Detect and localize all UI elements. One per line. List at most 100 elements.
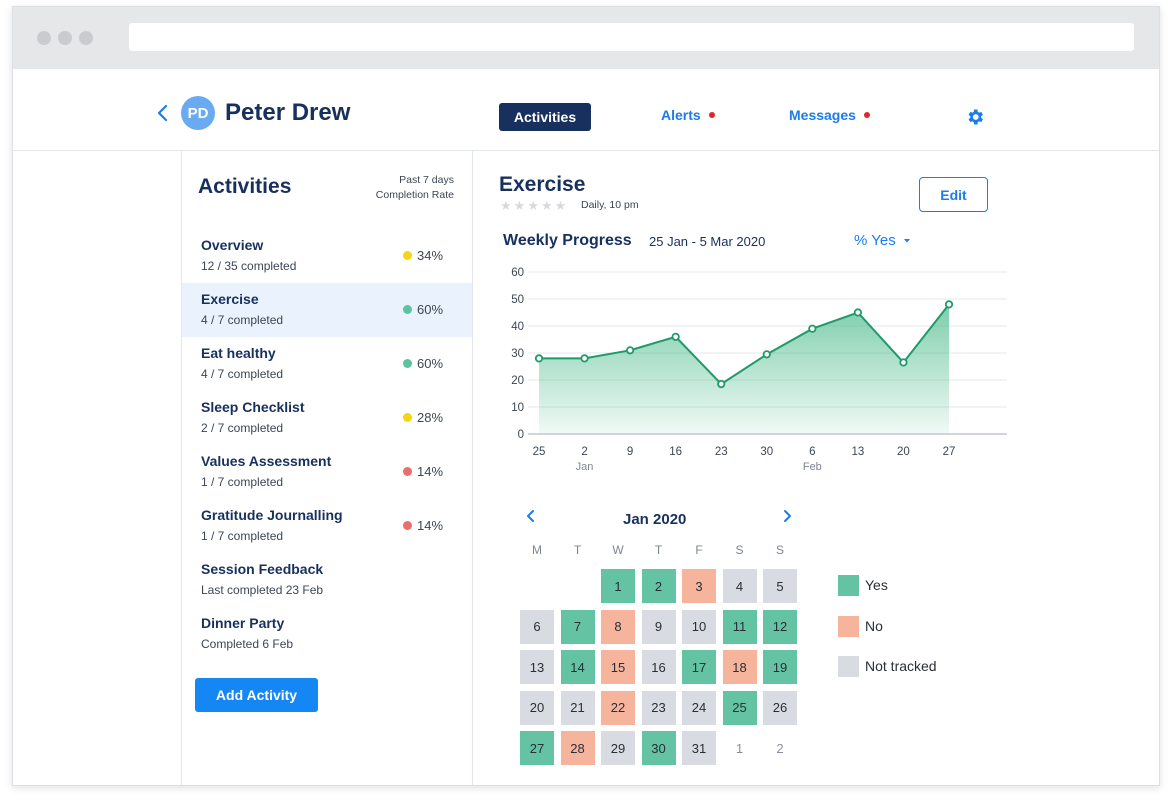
calendar-day[interactable]: 7 [560,609,595,644]
y-tick-label: 0 [518,429,524,441]
activities-title: Activities [198,175,292,198]
x-tick-label: 20 [897,446,910,458]
calendar-day[interactable]: 28 [560,731,595,765]
completion-rate: 34% [403,248,443,263]
star-icon[interactable]: ★ [554,198,567,213]
legend-label: No [865,617,883,634]
completion-rate-value: 60% [417,356,444,371]
activity-name: Session Feedback [201,561,324,577]
data-point[interactable] [626,346,635,355]
activity-name: Eat healthy [201,345,276,361]
calendar-day[interactable]: 5 [763,569,797,603]
calendar-day[interactable]: 23 [641,690,676,725]
activity-item[interactable]: Overview 12 / 35 completed 34% [182,229,472,283]
alert-dot-icon [708,112,715,119]
activity-name: Dinner Party [201,615,285,631]
calendar-day[interactable]: 11 [722,609,757,644]
calendar-day[interactable]: 30 [641,731,676,765]
metric-select[interactable]: % Yes [854,232,912,249]
calendar-day: 2 [776,740,784,756]
calendar-day[interactable]: 14 [560,650,595,684]
star-icon[interactable]: ★ [500,198,512,213]
x-tick-label: 16 [669,446,682,458]
calendar-day[interactable]: 20 [520,690,554,725]
back-chevron-icon[interactable] [153,103,173,123]
calendar-day[interactable]: 16 [641,650,676,684]
address-bar[interactable] [129,23,1134,51]
activity-item[interactable]: Dinner Party Completed 6 Feb [182,607,472,661]
star-icon[interactable]: ★ [513,198,526,213]
calendar-day[interactable]: 19 [763,650,797,684]
weekday-label: F [695,543,703,557]
calendar-day[interactable]: 29 [601,731,635,765]
status-dot-icon [403,305,412,315]
data-point[interactable] [580,354,589,363]
calendar-day[interactable]: 24 [682,690,716,725]
calendar-day[interactable]: 4 [722,569,757,603]
activity-item[interactable]: Eat healthy 4 / 7 completed 60% [182,337,472,391]
calendar-day[interactable]: 18 [722,650,757,684]
rating-stars[interactable]: ★ ★ ★ ★ ★ [500,198,568,214]
series-line [539,303,950,386]
tab-activities[interactable]: Activities [499,103,591,131]
calendar-next-icon[interactable] [781,509,793,523]
y-tick-label: 20 [511,375,524,387]
calendar-day[interactable]: 10 [682,609,716,644]
calendar-day[interactable]: 17 [682,650,716,684]
data-point[interactable] [534,354,544,363]
calendar-day[interactable]: 12 [763,609,797,644]
calendar-day[interactable]: 13 [520,650,554,684]
y-tick-label: 10 [511,402,524,414]
add-activity-button[interactable]: Add Activity [195,678,318,712]
gear-icon[interactable] [965,107,985,127]
data-point[interactable] [671,332,680,341]
calendar-day[interactable]: 1 [601,569,635,603]
calendar-day[interactable]: 8 [601,609,635,644]
activity-item[interactable]: Gratitude Journalling 1 / 7 completed 14% [182,499,472,553]
data-point[interactable] [762,350,771,359]
calendar-day[interactable]: 25 [722,690,757,725]
calendar-day[interactable]: 22 [601,690,635,725]
x-tick-label: 30 [760,446,773,458]
activity-item[interactable]: Session Feedback Last completed 23 Feb [182,553,472,607]
edit-button[interactable]: Edit [919,177,988,212]
calendar-day[interactable]: 31 [682,731,716,765]
data-point[interactable] [899,358,908,367]
calendar-day[interactable]: 2 [641,569,676,603]
data-point[interactable] [717,379,726,389]
status-dot-icon [403,521,412,531]
activity-item[interactable]: Sleep Checklist 2 / 7 completed 28% [182,391,472,445]
calendar-day[interactable]: 27 [520,731,554,765]
completion-rate: 14% [403,464,443,479]
legend-label: Yes [865,577,888,593]
activity-meta: 4 / 7 completed [201,313,284,327]
star-icon[interactable]: ★ [540,198,553,213]
weekday-label: M [532,543,542,557]
tab-alerts[interactable]: Alerts [661,107,715,123]
data-point[interactable] [808,324,817,333]
data-point[interactable] [853,308,862,317]
data-point[interactable] [944,300,954,309]
x-tick-label: 25 [533,446,546,458]
y-tick-label: 30 [511,348,524,360]
calendar-day[interactable]: 26 [763,690,797,725]
activity-name: Values Assessment [201,453,332,469]
calendar-prev-icon[interactable] [525,509,537,523]
date-range[interactable]: 25 Jan - 5 Mar 2020 [649,234,766,249]
weekday-label: S [775,543,784,557]
calendar-day[interactable]: 9 [641,609,676,644]
calendar-day[interactable]: 6 [520,609,554,644]
calendar-day: 1 [735,740,744,756]
tab-messages[interactable]: Messages [789,107,870,123]
activity-item[interactable]: Values Assessment 1 / 7 completed 14% [182,445,472,499]
tab-alerts-label: Alerts [661,107,701,123]
completion-rate-value: 14% [417,464,444,479]
star-icon[interactable]: ★ [527,198,539,213]
x-tick-label: 9 [627,446,633,458]
browser-chrome [13,7,1159,69]
calendar-day[interactable]: 3 [682,569,716,603]
calendar-day[interactable]: 15 [601,650,635,684]
activity-item[interactable]: Exercise 4 / 7 completed 60% [182,283,472,337]
activity-schedule: Daily, 10 pm [581,199,639,211]
calendar-day[interactable]: 21 [560,690,595,725]
